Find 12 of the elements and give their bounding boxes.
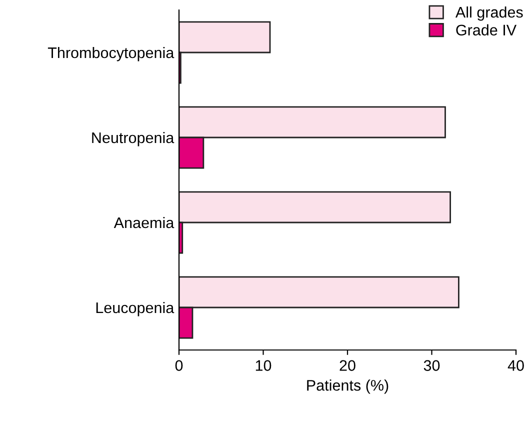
x-tick-label: 30 [424,360,440,371]
legend-label: All grades [455,6,523,21]
y-tick-label: Thrombocytopenia [48,46,174,62]
legend-label: Grade IV [456,24,517,36]
x-tick-label: 20 [340,360,356,371]
x-tick-label: 10 [256,360,272,371]
y-tick-label: Leucopenia [96,302,174,316]
y-tick-label: Neutropenia [92,132,174,146]
x-axis-title: Patients (%) [307,380,388,394]
x-tick-label: 40 [508,360,524,371]
x-tick-label: 0 [175,360,183,371]
y-tick-label: Anaemia [114,216,174,228]
